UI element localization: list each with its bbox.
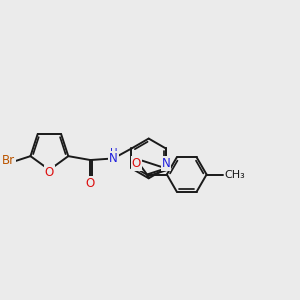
Text: N: N [161, 157, 170, 170]
Text: O: O [86, 177, 95, 190]
Text: H: H [110, 148, 117, 158]
Text: CH₃: CH₃ [225, 169, 246, 179]
Text: N: N [109, 152, 118, 165]
Text: O: O [45, 166, 54, 179]
Text: O: O [132, 157, 141, 170]
Text: Br: Br [2, 154, 16, 167]
